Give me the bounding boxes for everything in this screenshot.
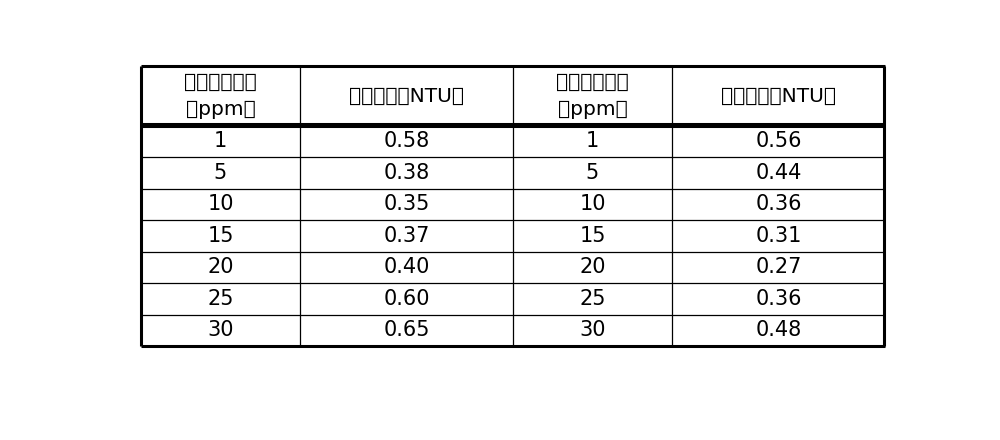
Text: 0.36: 0.36 <box>755 194 802 214</box>
Text: 0.65: 0.65 <box>383 320 430 341</box>
Text: 0.40: 0.40 <box>383 257 430 278</box>
Text: 5: 5 <box>214 163 227 183</box>
Text: 15: 15 <box>207 226 234 246</box>
Text: 25: 25 <box>579 289 606 309</box>
Text: 0.35: 0.35 <box>383 194 430 214</box>
Text: 10: 10 <box>579 194 606 214</box>
Text: 0.60: 0.60 <box>383 289 430 309</box>
Text: 1: 1 <box>586 132 599 151</box>
Text: 0.56: 0.56 <box>755 132 802 151</box>
Text: 15: 15 <box>579 226 606 246</box>
Text: 0.31: 0.31 <box>755 226 802 246</box>
Text: 0.44: 0.44 <box>755 163 802 183</box>
Text: 30: 30 <box>207 320 234 341</box>
Text: 0.58: 0.58 <box>383 132 430 151</box>
Text: 0.37: 0.37 <box>383 226 430 246</box>
Text: 10: 10 <box>207 194 234 214</box>
Text: 0.36: 0.36 <box>755 289 802 309</box>
Text: 剩余浊度（NTU）: 剩余浊度（NTU） <box>721 87 836 106</box>
Text: 1: 1 <box>214 132 227 151</box>
Text: 剩余浊度（NTU）: 剩余浊度（NTU） <box>349 87 464 106</box>
Text: 20: 20 <box>207 257 234 278</box>
Text: 0.48: 0.48 <box>755 320 802 341</box>
Text: 5: 5 <box>586 163 599 183</box>
Text: 0.38: 0.38 <box>383 163 430 183</box>
Text: 絮凝剂投加量
（ppm）: 絮凝剂投加量 （ppm） <box>184 73 257 119</box>
Text: 20: 20 <box>579 257 606 278</box>
Text: 30: 30 <box>579 320 606 341</box>
Text: 絮凝剂投加量
（ppm）: 絮凝剂投加量 （ppm） <box>556 73 629 119</box>
Text: 0.27: 0.27 <box>755 257 802 278</box>
Text: 25: 25 <box>207 289 234 309</box>
